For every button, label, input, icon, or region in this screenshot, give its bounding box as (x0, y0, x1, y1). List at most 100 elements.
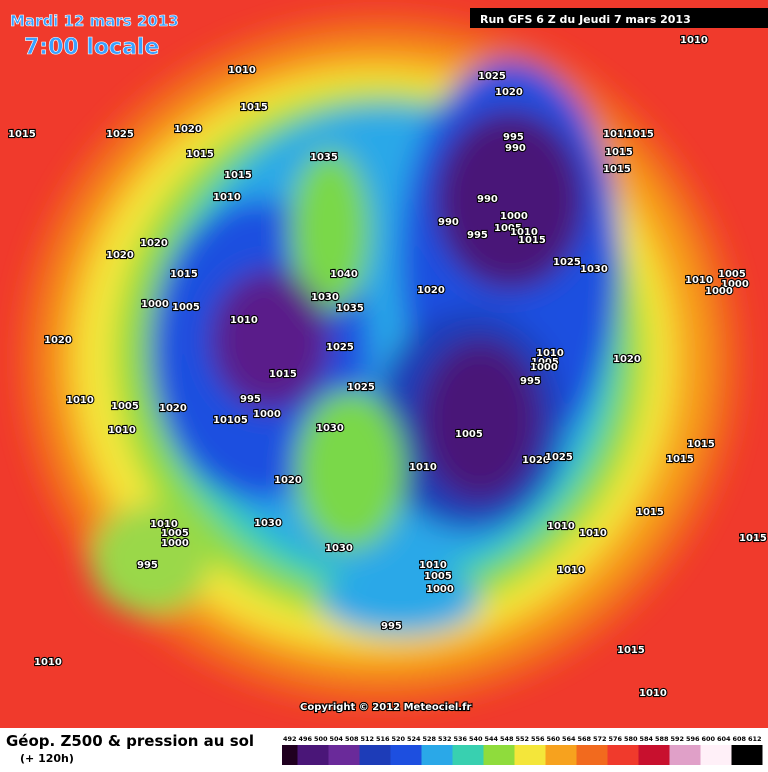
isobar-label: 995 (503, 132, 524, 143)
isobar-label: 1025 (553, 257, 581, 268)
isobar-label: 1015 (170, 269, 198, 280)
footer-title: Géop. Z500 & pression au sol (6, 732, 254, 750)
isobar-label: 1015 (603, 164, 631, 175)
isobar-label: 10105 (213, 415, 248, 426)
scale-swatch (716, 745, 732, 765)
isobar-label: 1010 (66, 395, 94, 406)
scale-swatch (468, 745, 484, 765)
isobar-label: 995 (137, 560, 158, 571)
isobar-label: 1010 (536, 348, 564, 359)
isobar-label: 1005 (424, 571, 452, 582)
scale-swatch (747, 745, 763, 765)
isobar-label: 1005 (494, 223, 522, 234)
isobar-label: 1030 (254, 518, 282, 529)
isobar-label: 1005 (455, 429, 483, 440)
isobar-label: 1015 (269, 369, 297, 380)
scale-swatch (375, 745, 391, 765)
isobar-label: 1015 (186, 149, 214, 160)
isobar-label: 1010 (603, 129, 631, 140)
isobar-label: 1015 (518, 235, 546, 246)
scale-swatch (406, 745, 422, 765)
scale-label: 552 (515, 735, 529, 743)
scale-label: 588 (655, 735, 669, 743)
color-scale: 492 496 500 504 508 512 516 520 524 528 532 536 540 5… (282, 735, 763, 765)
scale-label: 548 (500, 735, 514, 743)
scale-swatch (390, 745, 406, 765)
isobar-label: 995 (381, 621, 402, 632)
scale-label: 520 (391, 735, 405, 743)
isobar-label: 1020 (613, 354, 641, 365)
isobar-label: 1015 (224, 170, 252, 181)
isobar-label: 1020 (417, 285, 445, 296)
run: Run GFS 6 Z du Jeudi 7 mars 2013 (480, 13, 691, 26)
scale-label: 608 (732, 735, 746, 743)
isobar-label: 1010 (680, 35, 708, 46)
isobar-label: 1000 (141, 299, 169, 310)
scale-swatch (685, 745, 701, 765)
isobar-label: 1010 (639, 688, 667, 699)
isobar-label: 1015 (666, 454, 694, 465)
scale-swatch (359, 745, 375, 765)
isobar-label: 1000 (161, 538, 189, 549)
isobar-label: 1030 (580, 264, 608, 275)
isobar-label: 995 (520, 376, 541, 387)
isobar-label: 1020 (174, 124, 202, 135)
scale-swatch (499, 745, 515, 765)
time: 7:00 locale (24, 35, 159, 60)
scale-swatch (623, 745, 639, 765)
copyright: Copyright © 2012 Meteociel.fr (300, 702, 471, 713)
isobar-label: 1035 (310, 152, 338, 163)
scale-label: 532 (438, 735, 452, 743)
isobar-label: 1005 (172, 302, 200, 313)
isobar-label: 1025 (106, 129, 134, 140)
isobar-label: 1015 (626, 129, 654, 140)
scale-swatch (576, 745, 592, 765)
scale-label: 492 (283, 735, 297, 743)
isobar-label: 1000 (530, 362, 558, 373)
date: Mardi 12 mars 2013 (10, 12, 179, 30)
scale-swatch (421, 745, 437, 765)
isobar-label: 1010 (108, 425, 136, 436)
isobar-label: 1005 (718, 269, 746, 280)
isobar-label: 1010 (150, 519, 178, 530)
isobar-label: 1020 (140, 238, 168, 249)
isobar-label: 1000 (253, 409, 281, 420)
isobar-label: 1025 (326, 342, 354, 353)
isobar-label: 1035 (336, 303, 364, 314)
isobar-label: 1020 (522, 455, 550, 466)
scale-label: 516 (376, 735, 390, 743)
scale-label: 604 (717, 735, 731, 743)
scale-swatch (483, 745, 499, 765)
scale-swatch (297, 745, 313, 765)
scale-swatch (607, 745, 623, 765)
scale-label: 496 (298, 735, 312, 743)
isobar-label: 1010 (228, 65, 256, 76)
scale-label: 528 (422, 735, 436, 743)
scale-swatch (669, 745, 685, 765)
scale-label: 512 (360, 735, 374, 743)
scale-label: 572 (593, 735, 607, 743)
scale-swatch (452, 745, 468, 765)
scale-label: 524 (407, 735, 421, 743)
isobar-label: 1010 (547, 521, 575, 532)
isobar-label: 1040 (330, 269, 358, 280)
isobar-label: 1020 (44, 335, 72, 346)
isobar-label: 1005 (111, 401, 139, 412)
footer-lead: (+ 120h) (20, 752, 74, 765)
scale-swatch (437, 745, 453, 765)
scale-swatch (654, 745, 670, 765)
scale-label: 508 (345, 735, 359, 743)
scale-label: 504 (329, 735, 343, 743)
scale-label: 584 (639, 735, 653, 743)
isobar-label: 990 (505, 143, 526, 154)
isobar-label: 1000 (426, 584, 454, 595)
isobar-label: 1015 (617, 645, 645, 656)
scale-swatch (282, 745, 298, 765)
scale-swatch (545, 745, 561, 765)
isobar-label: 1000 (721, 279, 749, 290)
scale-label: 500 (314, 735, 328, 743)
scale-swatch (731, 745, 747, 765)
isobar-label: 990 (438, 217, 459, 228)
